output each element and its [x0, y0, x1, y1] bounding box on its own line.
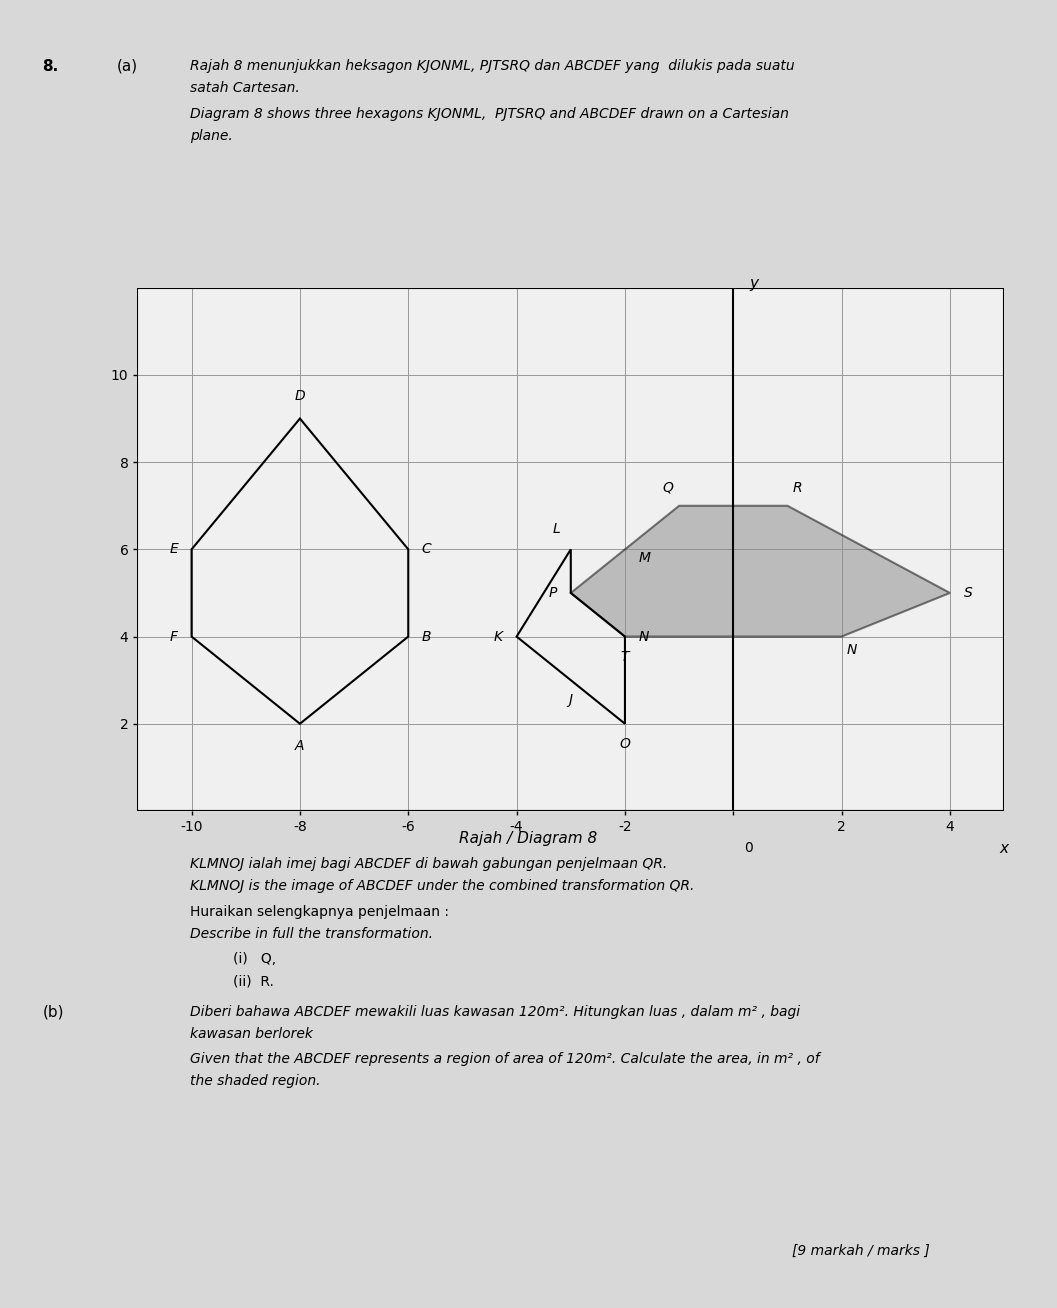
- Text: 8.: 8.: [42, 59, 58, 73]
- Text: (b): (b): [42, 1005, 63, 1019]
- Text: L: L: [552, 522, 560, 536]
- Text: Rajah 8 menunjukkan heksagon KJONML, PJTSRQ dan ABCDEF yang  dilukis pada suatu: Rajah 8 menunjukkan heksagon KJONML, PJT…: [190, 59, 795, 73]
- Text: B: B: [422, 629, 431, 644]
- Text: x: x: [1000, 841, 1008, 857]
- Text: Describe in full the transformation.: Describe in full the transformation.: [190, 927, 433, 942]
- Text: N: N: [847, 644, 857, 657]
- Text: (ii)  R.: (ii) R.: [233, 974, 274, 989]
- Text: J: J: [569, 693, 573, 708]
- Text: 0: 0: [744, 841, 753, 855]
- Text: A: A: [295, 739, 304, 753]
- Text: plane.: plane.: [190, 129, 233, 144]
- Text: S: S: [964, 586, 972, 600]
- Text: M: M: [638, 551, 650, 565]
- Text: Diagram 8 shows three hexagons KJONML,  PJTSRQ and ABCDEF drawn on a Cartesian: Diagram 8 shows three hexagons KJONML, P…: [190, 107, 790, 122]
- Text: Rajah / Diagram 8: Rajah / Diagram 8: [460, 831, 597, 845]
- Text: P: P: [549, 586, 557, 600]
- Text: E: E: [169, 543, 178, 556]
- Text: O: O: [619, 736, 630, 751]
- Text: (a): (a): [116, 59, 137, 73]
- Text: kawasan berlorek: kawasan berlorek: [190, 1027, 313, 1041]
- Text: KLMNOJ ialah imej bagi ABCDEF di bawah gabungan penjelmaan QR.: KLMNOJ ialah imej bagi ABCDEF di bawah g…: [190, 857, 668, 871]
- Text: Given that the ABCDEF represents a region of area of 120m². Calculate the area, : Given that the ABCDEF represents a regio…: [190, 1052, 820, 1066]
- Text: D: D: [295, 390, 305, 403]
- Text: N: N: [638, 629, 649, 644]
- Text: Diberi bahawa ABCDEF mewakili luas kawasan 120m². Hitungkan luas , dalam m² , ba: Diberi bahawa ABCDEF mewakili luas kawas…: [190, 1005, 800, 1019]
- Text: R: R: [793, 481, 802, 494]
- Text: y: y: [749, 276, 759, 290]
- Text: Huraikan selengkapnya penjelmaan :: Huraikan selengkapnya penjelmaan :: [190, 905, 449, 920]
- Text: K: K: [494, 629, 503, 644]
- Text: satah Cartesan.: satah Cartesan.: [190, 81, 300, 95]
- Polygon shape: [571, 506, 950, 637]
- Text: the shaded region.: the shaded region.: [190, 1074, 320, 1088]
- Text: F: F: [170, 629, 178, 644]
- Text: C: C: [422, 543, 431, 556]
- Text: [9 markah / marks ]: [9 markah / marks ]: [793, 1244, 930, 1258]
- Text: KLMNOJ is the image of ABCDEF under the combined transformation QR.: KLMNOJ is the image of ABCDEF under the …: [190, 879, 694, 893]
- Text: T: T: [620, 650, 629, 663]
- Text: (i)   Q,: (i) Q,: [233, 952, 276, 967]
- Text: Q: Q: [663, 481, 673, 494]
